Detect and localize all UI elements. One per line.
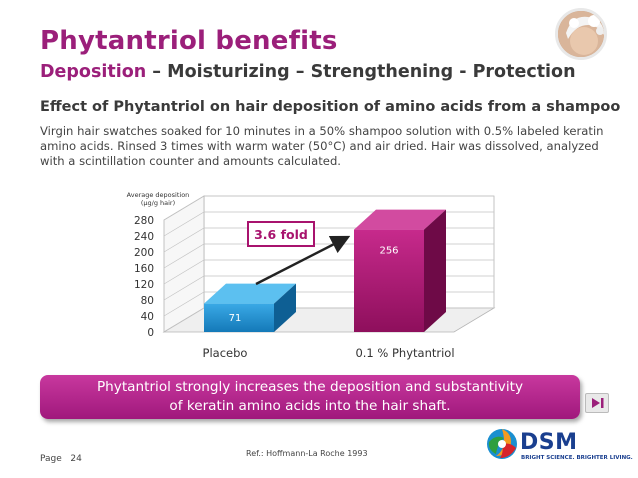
fold-change-arrow xyxy=(255,235,351,286)
dsm-logo-tagline: BRIGHT SCIENCE. BRIGHTER LIVING. xyxy=(521,455,633,461)
page-number: 24 xyxy=(70,454,82,464)
y-tick-label: 200 xyxy=(134,247,154,259)
chart-gridline xyxy=(163,195,494,221)
page-title: Phytantriol benefits xyxy=(40,26,338,56)
fold-change-label: 3.6 fold xyxy=(254,227,308,242)
y-axis-label-line1: Average deposition xyxy=(127,191,190,199)
page-label: Page xyxy=(40,454,62,464)
y-tick-label: 160 xyxy=(134,263,154,275)
dsm-logo-icon xyxy=(487,429,517,459)
bar-value-label: 71 xyxy=(229,313,242,324)
y-tick-label: 240 xyxy=(134,231,154,243)
page-subtitle: Deposition – Moisturizing – Strengthenin… xyxy=(40,62,576,82)
bar-front-1 xyxy=(354,229,424,332)
x-category-label: 0.1 % Phytantriol xyxy=(355,346,454,360)
reference-note: Ref.: Hoffmann-La Roche 1993 xyxy=(246,449,368,458)
bar-top-1 xyxy=(354,209,446,230)
next-slide-button[interactable] xyxy=(585,393,609,413)
y-tick-label: 40 xyxy=(141,311,154,323)
y-tick-label: 0 xyxy=(147,327,154,339)
banner-line-2: of keratin amino acids into the hair sha… xyxy=(169,398,451,414)
x-category-label: Placebo xyxy=(203,346,248,360)
conclusion-banner: Phytantriol strongly increases the depos… xyxy=(40,375,580,419)
y-tick-label: 280 xyxy=(134,215,154,227)
method-description: Virgin hair swatches soaked for 10 minut… xyxy=(40,124,604,168)
bar-side-0 xyxy=(274,283,296,332)
y-tick-label: 80 xyxy=(141,295,154,307)
deposition-chart: Average deposition (µg/g hair) 0 40 80 120 1… xyxy=(127,191,496,360)
y-tick-label: 120 xyxy=(134,279,154,291)
page-indicator: Page 24 xyxy=(40,454,82,464)
bar-side-1 xyxy=(424,209,446,332)
play-next-icon xyxy=(592,398,604,408)
bar-front-0 xyxy=(204,303,274,332)
hair-photo xyxy=(555,8,607,60)
bar-value-label: 256 xyxy=(379,246,398,257)
dsm-logo-text: DSM xyxy=(520,430,578,455)
subtitle-accent: Deposition xyxy=(40,62,147,82)
bar-top-0 xyxy=(204,283,296,304)
y-axis-label-line2: (µg/g hair) xyxy=(141,199,175,207)
section-heading: Effect of Phytantriol on hair deposition… xyxy=(40,99,621,115)
fold-change-box xyxy=(247,221,315,247)
subtitle-rest: – Moisturizing – Strengthening - Protect… xyxy=(146,62,576,82)
banner-line-1: Phytantriol strongly increases the depos… xyxy=(96,379,524,395)
